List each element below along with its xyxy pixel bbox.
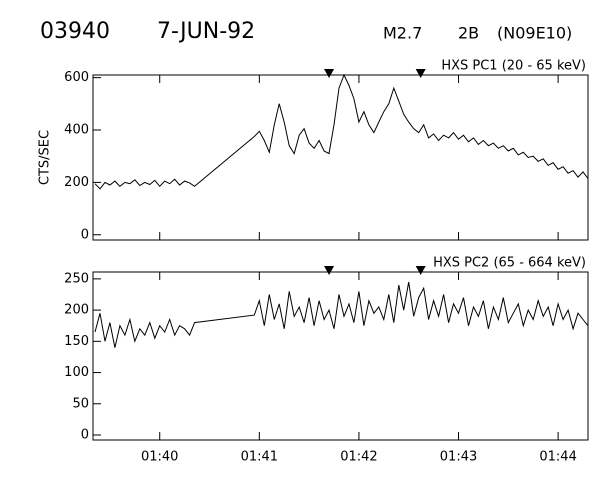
event-id: 03940	[40, 19, 110, 44]
x-tick-label: 01:44	[539, 450, 576, 465]
x-tick-label: 01:42	[340, 450, 377, 465]
y-tick-label: 150	[64, 334, 89, 349]
y-tick-label: 200	[64, 175, 89, 190]
y-tick-label: 0	[81, 227, 89, 242]
y-tick-label: 200	[64, 303, 89, 318]
x-tick-label: 01:43	[440, 450, 477, 465]
optical-class: 2B	[458, 24, 479, 43]
y-tick-label: 0	[81, 428, 89, 443]
panel-title: HXS PC1 (20 - 65 keV)	[441, 59, 586, 74]
y-tick-label: 600	[64, 70, 89, 85]
x-tick-label: 01:40	[141, 450, 178, 465]
time-marker	[324, 266, 335, 275]
time-marker	[415, 266, 426, 275]
time-marker	[324, 69, 335, 78]
data-line	[94, 281, 589, 348]
y-tick-label: 400	[64, 123, 89, 138]
y-axis-label: CTS/SEC	[38, 130, 53, 185]
y-tick-label: 250	[64, 271, 89, 286]
x-tick-label: 01:41	[241, 450, 278, 465]
data-line	[94, 73, 589, 190]
location: (N09E10)	[497, 24, 572, 43]
goes-class: M2.7	[383, 24, 422, 43]
plot-frame	[92, 74, 589, 241]
panel-title: HXS PC2 (65 - 664 keV)	[433, 256, 586, 271]
plot-frame	[92, 271, 589, 441]
y-tick-label: 100	[64, 365, 89, 380]
time-marker	[415, 69, 426, 78]
y-tick-label: 50	[72, 396, 89, 411]
event-date: 7-JUN-92	[157, 19, 255, 44]
